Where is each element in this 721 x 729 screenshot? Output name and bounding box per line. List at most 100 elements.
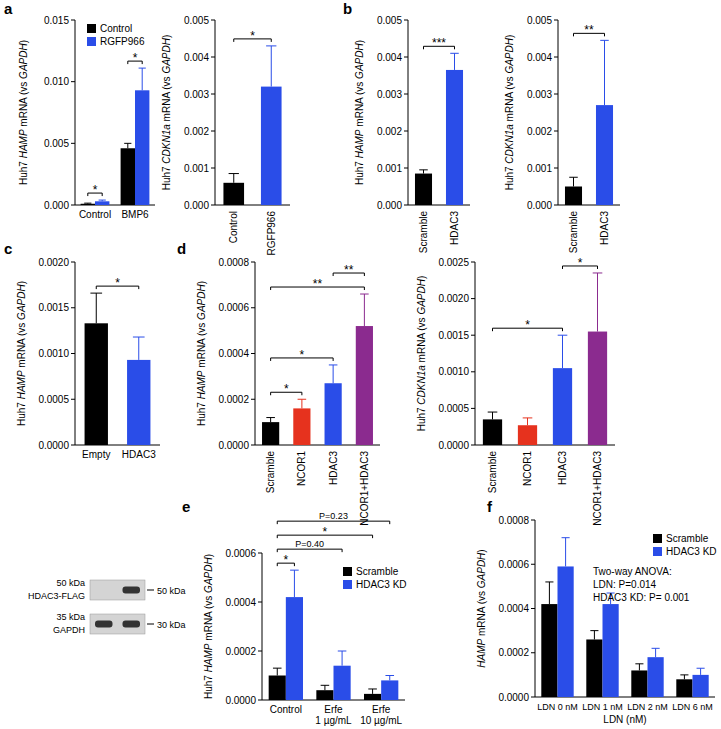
x-tick-label: NCOR1 <box>522 451 533 486</box>
bar <box>541 604 557 697</box>
label-line: Erfe <box>372 704 391 715</box>
significance-label: *** <box>432 36 446 50</box>
bar <box>316 690 333 700</box>
x-tick-label: Control <box>228 211 239 243</box>
marks <box>85 293 151 445</box>
bar <box>293 408 310 445</box>
bar <box>588 332 607 445</box>
y-tick-label: 0.0010 <box>438 366 469 377</box>
y-tick <box>554 94 558 95</box>
marks <box>262 294 373 445</box>
y-axis <box>408 20 409 205</box>
label-part: ) <box>476 549 487 552</box>
y-tick <box>71 445 75 446</box>
panel-8: f0.00000.00020.00040.00060.0008HAMP mRNA… <box>476 498 717 725</box>
y-tick-label: 0.0000 <box>225 695 256 706</box>
label-part: mRNA <box>161 92 172 122</box>
bar <box>135 90 149 205</box>
error-bar <box>565 538 566 567</box>
bar <box>95 201 109 205</box>
blot-label: 50 kDa <box>56 578 85 588</box>
bar <box>269 676 286 701</box>
y-tick <box>71 353 75 354</box>
error-cap <box>229 173 239 174</box>
y-tick-label: 0.015 <box>44 15 69 26</box>
y-tick-label: 0.0004 <box>218 348 249 359</box>
label-part: HAMP <box>354 129 365 158</box>
significance-bracket <box>277 521 389 524</box>
error-bar <box>492 412 493 419</box>
error-cap <box>593 272 603 273</box>
error-bar <box>549 582 550 604</box>
y-tick <box>471 262 475 263</box>
y-tick <box>531 652 535 653</box>
error-bar <box>389 676 390 681</box>
legend-label: Scramble <box>666 533 709 544</box>
panel-letter: c <box>4 240 12 257</box>
error-cap <box>545 581 553 582</box>
bar <box>334 666 351 700</box>
x-tick-label: NCOR1+HDAC3 <box>359 451 370 526</box>
bar <box>223 183 244 205</box>
significance-label: ** <box>313 277 323 291</box>
y-tick <box>258 553 262 554</box>
y-axis-label: Huh7 CDKN1a mRNA (vs GAPDH) <box>416 276 427 432</box>
blot-label: HDAC3-FLAG <box>28 591 85 601</box>
error-cap <box>124 143 131 144</box>
y-tick <box>251 399 255 400</box>
bar <box>603 604 619 697</box>
error-cap <box>569 177 578 178</box>
y-tick <box>404 131 408 132</box>
label-part: ) <box>504 35 515 38</box>
x-tick-label: Erfe1 µg/mL <box>315 704 352 726</box>
error-cap <box>652 648 660 649</box>
legend-swatch <box>343 567 352 576</box>
y-tick <box>531 564 535 565</box>
error-cap <box>680 674 688 675</box>
error-cap <box>139 68 146 69</box>
label-part: ) <box>203 554 214 557</box>
error-cap <box>590 630 598 631</box>
label-part: vs <box>354 82 365 92</box>
panel-3: 0.0000.0010.0020.0030.0040.005Huh7 CDKN1… <box>504 15 620 254</box>
y-tick-label: 0.0002 <box>498 647 529 658</box>
label-part: GAPDH <box>203 557 214 593</box>
y-tick-label: 0.0015 <box>38 302 69 313</box>
label-part: vs <box>504 76 515 86</box>
blot-strip <box>90 614 145 634</box>
significance-label: P=0.23 <box>319 511 348 521</box>
y-tick-label: 0.004 <box>377 52 402 63</box>
y-axis <box>558 20 559 205</box>
y-tick-label: 0.005 <box>44 138 69 149</box>
bar <box>693 675 709 697</box>
error-bar <box>138 337 139 360</box>
error-bar <box>342 651 343 666</box>
label-part: HAMP <box>18 129 29 158</box>
y-tick <box>471 445 475 446</box>
y-tick-label: 0.0008 <box>498 515 529 526</box>
error-cap <box>368 688 377 689</box>
y-tick-label: 0.003 <box>377 89 402 100</box>
error-bar <box>271 46 272 87</box>
y-tick <box>71 399 75 400</box>
significance-label: * <box>284 382 289 396</box>
legend-swatch <box>87 24 96 33</box>
error-bar <box>142 68 143 90</box>
y-tick <box>71 205 75 206</box>
y-tick <box>404 20 408 21</box>
y-tick-label: 0.0010 <box>38 348 69 359</box>
x-tick-label: NCOR1+HDAC3 <box>592 451 603 526</box>
legend-swatch <box>653 547 662 556</box>
y-tick <box>471 298 475 299</box>
y-tick-label: 0.0000 <box>438 440 469 451</box>
error-cap <box>99 200 106 201</box>
error-cap <box>90 293 102 294</box>
panel-letter: a <box>4 0 13 17</box>
y-tick <box>554 205 558 206</box>
error-bar <box>684 675 685 679</box>
error-bar <box>655 648 656 657</box>
label-part: ) <box>354 40 365 43</box>
label-part: mRNA <box>416 333 427 363</box>
significance-label: ** <box>584 23 594 37</box>
blot-label: 30 kDa <box>157 620 186 630</box>
